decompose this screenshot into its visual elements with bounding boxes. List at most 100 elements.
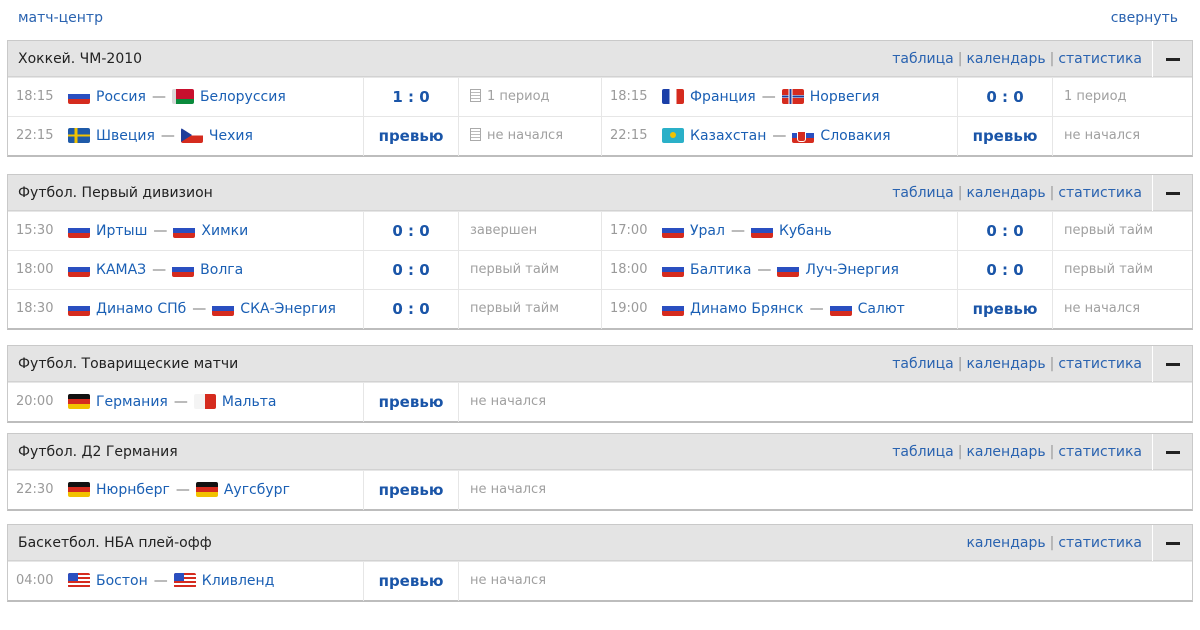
match-row: 22:15 Швеция — Чехия превью не начался 22:15 Ка… (8, 116, 1194, 156)
match-teams[interactable]: Динамо Брянск — Салют (662, 301, 905, 317)
flag-icon (68, 262, 90, 277)
match-teams[interactable]: Балтика — Луч-Энергия (662, 262, 899, 278)
dash: — (730, 223, 745, 239)
match-status: первый тайм (1064, 262, 1154, 277)
match-score[interactable]: 1 : 0 (363, 78, 459, 117)
match[interactable]: 18:15 Франция — Норвегия 0 : 0 1 период (601, 78, 1194, 117)
table-link[interactable]: таблица (892, 185, 954, 201)
home-team-link[interactable]: Германия (96, 394, 168, 410)
away-team-link[interactable]: Аугсбург (223, 482, 290, 498)
text-broadcast-icon[interactable] (470, 89, 481, 102)
match-score[interactable]: 0 : 0 (957, 78, 1053, 117)
flag-icon (68, 573, 90, 588)
preview-link[interactable]: превью (363, 383, 459, 422)
match-center-link[interactable]: матч-центр (18, 10, 103, 26)
away-team-link[interactable]: Кливленд (201, 573, 275, 589)
preview-link[interactable]: превью (363, 562, 459, 601)
preview-link[interactable]: превью (957, 290, 1053, 329)
calendar-link[interactable]: календарь (966, 51, 1046, 67)
stats-link[interactable]: статистика (1058, 185, 1142, 201)
home-team-link[interactable]: Динамо СПб (96, 301, 187, 317)
collapse-block-button[interactable] (1152, 346, 1192, 382)
match-teams[interactable]: Урал — Кубань (662, 223, 832, 239)
match[interactable]: 18:30 Динамо СПб — СКА-Энергия 0 : 0 первый т… (8, 290, 601, 329)
stats-link[interactable]: статистика (1058, 444, 1142, 460)
match-score[interactable]: 0 : 0 (363, 212, 459, 251)
calendar-link[interactable]: календарь (966, 444, 1046, 460)
match[interactable]: 18:15 Россия — Белоруссия 1 : 0 1 период (8, 78, 601, 117)
match-teams[interactable]: Динамо СПб — СКА-Энергия (68, 301, 336, 317)
preview-link[interactable]: превью (363, 471, 459, 510)
collapse-block-button[interactable] (1152, 41, 1192, 77)
match[interactable]: 15:30 Иртыш — Химки 0 : 0 завершен (8, 212, 601, 251)
match[interactable]: 22:30 Нюрнберг — Аугсбург превью не начался (8, 471, 601, 510)
table-link[interactable]: таблица (892, 51, 954, 67)
home-team-link[interactable]: Казахстан (690, 128, 767, 144)
calendar-link[interactable]: календарь (966, 535, 1046, 551)
home-team-link[interactable]: Динамо Брянск (690, 301, 804, 317)
home-team-link[interactable]: КАМАЗ (96, 262, 147, 278)
preview-link[interactable]: превью (363, 117, 459, 156)
table-link[interactable]: таблица (892, 356, 954, 372)
away-team-link[interactable]: Словакия (820, 128, 891, 144)
home-team-link[interactable]: Швеция (96, 128, 155, 144)
match-teams[interactable]: КАМАЗ — Волга (68, 262, 243, 278)
collapse-link[interactable]: свернуть (1110, 10, 1178, 26)
stats-link[interactable]: статистика (1058, 356, 1142, 372)
away-team-link[interactable]: Чехия (208, 128, 253, 144)
away-team-link[interactable]: Луч-Энергия (805, 262, 899, 278)
away-team-link[interactable]: Химки (201, 223, 249, 239)
match-teams[interactable]: Германия — Мальта (68, 394, 276, 410)
match-teams[interactable]: Бостон — Кливленд (68, 573, 274, 589)
collapse-block-button[interactable] (1152, 525, 1192, 561)
match-score[interactable]: 0 : 0 (363, 290, 459, 329)
collapse-block-button[interactable] (1152, 175, 1192, 211)
table-link[interactable]: таблица (892, 444, 954, 460)
away-team-link[interactable]: Кубань (778, 223, 832, 239)
text-broadcast-icon[interactable] (470, 128, 481, 141)
away-team-link[interactable]: СКА-Энергия (240, 301, 336, 317)
match-score[interactable]: 0 : 0 (957, 212, 1053, 251)
match[interactable]: 22:15 Казахстан — Словакия превью не начался (601, 117, 1194, 156)
match-score[interactable]: 0 : 0 (957, 251, 1053, 290)
home-team-link[interactable]: Россия (96, 89, 146, 105)
match[interactable]: 17:00 Урал — Кубань 0 : 0 первый тайм (601, 212, 1194, 251)
home-team-link[interactable]: Франция (690, 89, 756, 105)
away-team-link[interactable]: Салют (857, 301, 905, 317)
match-teams[interactable]: Россия — Белоруссия (68, 89, 286, 105)
match[interactable]: 18:00 КАМАЗ — Волга 0 : 0 первый тайм (8, 251, 601, 290)
match-teams[interactable]: Франция — Норвегия (662, 89, 879, 105)
match-row: 18:30 Динамо СПб — СКА-Энергия 0 : 0 первый т… (8, 289, 1194, 329)
home-team-link[interactable]: Бостон (96, 573, 148, 589)
match-score[interactable]: 0 : 0 (363, 251, 459, 290)
home-team-link[interactable]: Нюрнберг (96, 482, 170, 498)
collapse-block-button[interactable] (1152, 434, 1192, 470)
match[interactable]: 04:00 Бостон — Кливленд превью не начался (8, 562, 601, 601)
match[interactable]: 22:15 Швеция — Чехия превью не начался (8, 117, 601, 156)
tournament-header: Хоккей. ЧМ-2010 таблица | календарь | статист… (8, 41, 1192, 77)
match[interactable]: 20:00 Германия — Мальта превью не начался (8, 383, 601, 422)
stats-link[interactable]: статистика (1058, 51, 1142, 67)
flag-icon (173, 573, 196, 588)
home-team-link[interactable]: Балтика (690, 262, 752, 278)
away-team-link[interactable]: Белоруссия (199, 89, 286, 105)
match-time: 22:30 (16, 482, 54, 497)
calendar-link[interactable]: календарь (966, 185, 1046, 201)
match-time: 04:00 (16, 573, 54, 588)
away-team-link[interactable]: Волга (200, 262, 244, 278)
flag-icon (662, 301, 684, 316)
home-team-link[interactable]: Урал (690, 223, 725, 239)
match-teams[interactable]: Нюрнберг — Аугсбург (68, 482, 290, 498)
match-teams[interactable]: Казахстан — Словакия (662, 128, 891, 144)
away-team-link[interactable]: Норвегия (809, 89, 880, 105)
away-team-link[interactable]: Мальта (221, 394, 277, 410)
match-teams[interactable]: Швеция — Чехия (68, 128, 253, 144)
match[interactable]: 19:00 Динамо Брянск — Салют превью не начался (601, 290, 1194, 329)
home-team-link[interactable]: Иртыш (96, 223, 148, 239)
match-status: не начался (1064, 128, 1141, 143)
match[interactable]: 18:00 Балтика — Луч-Энергия 0 : 0 первый тайм (601, 251, 1194, 290)
match-teams[interactable]: Иртыш — Химки (68, 223, 248, 239)
calendar-link[interactable]: календарь (966, 356, 1046, 372)
stats-link[interactable]: статистика (1058, 535, 1142, 551)
preview-link[interactable]: превью (957, 117, 1053, 156)
